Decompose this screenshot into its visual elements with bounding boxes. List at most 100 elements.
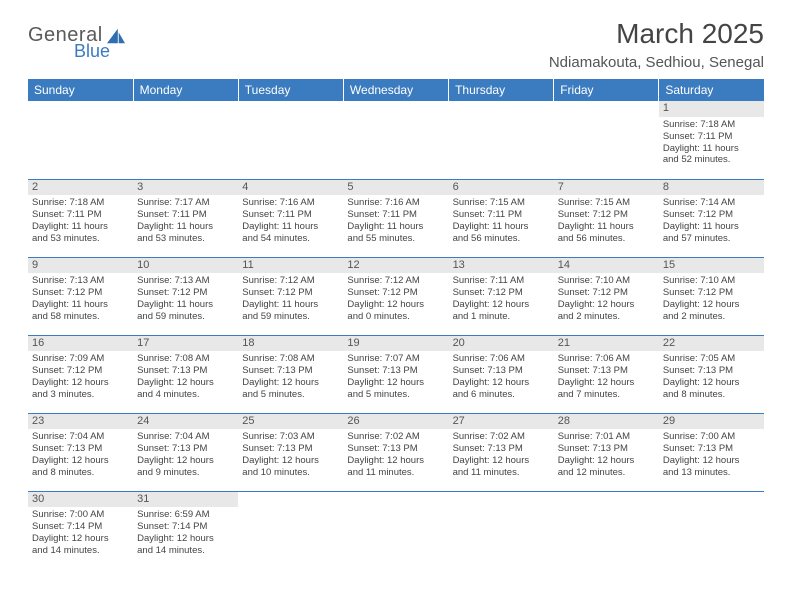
daylight-text: Daylight: 11 hours: [32, 221, 129, 233]
day-number: 23: [28, 414, 133, 430]
daylight-text: Daylight: 12 hours: [242, 455, 339, 467]
sunset-text: Sunset: 7:12 PM: [242, 287, 339, 299]
sunset-text: Sunset: 7:12 PM: [32, 287, 129, 299]
day-number: 16: [28, 336, 133, 352]
daylight-text: Daylight: 11 hours: [453, 221, 550, 233]
sunrise-text: Sunrise: 7:10 AM: [663, 275, 760, 287]
calendar-body: 1Sunrise: 7:18 AMSunset: 7:11 PMDaylight…: [28, 101, 764, 569]
sunset-text: Sunset: 7:14 PM: [137, 521, 234, 533]
sunset-text: Sunset: 7:12 PM: [32, 365, 129, 377]
daylight-text: and 14 minutes.: [137, 545, 234, 557]
daylight-text: Daylight: 12 hours: [347, 377, 444, 389]
sunset-text: Sunset: 7:12 PM: [663, 287, 760, 299]
sunset-text: Sunset: 7:13 PM: [137, 365, 234, 377]
sunrise-text: Sunrise: 7:16 AM: [242, 197, 339, 209]
daylight-text: and 11 minutes.: [453, 467, 550, 479]
sunset-text: Sunset: 7:14 PM: [32, 521, 129, 533]
sunrise-text: Sunrise: 7:02 AM: [347, 431, 444, 443]
calendar-cell: 16Sunrise: 7:09 AMSunset: 7:12 PMDayligh…: [28, 335, 133, 413]
sunset-text: Sunset: 7:13 PM: [137, 443, 234, 455]
calendar-cell: [449, 101, 554, 179]
day-number: 29: [659, 414, 764, 430]
daylight-text: Daylight: 11 hours: [663, 221, 760, 233]
calendar-cell: 29Sunrise: 7:00 AMSunset: 7:13 PMDayligh…: [659, 413, 764, 491]
sunset-text: Sunset: 7:13 PM: [242, 365, 339, 377]
daylight-text: Daylight: 12 hours: [137, 377, 234, 389]
calendar-cell: [554, 101, 659, 179]
sunrise-text: Sunrise: 7:17 AM: [137, 197, 234, 209]
sunset-text: Sunset: 7:11 PM: [663, 131, 760, 143]
calendar-week-row: 9Sunrise: 7:13 AMSunset: 7:12 PMDaylight…: [28, 257, 764, 335]
sunset-text: Sunset: 7:13 PM: [32, 443, 129, 455]
day-number: 28: [554, 414, 659, 430]
calendar-cell: 26Sunrise: 7:02 AMSunset: 7:13 PMDayligh…: [343, 413, 448, 491]
daylight-text: Daylight: 12 hours: [663, 299, 760, 311]
calendar-cell: [449, 491, 554, 569]
calendar-cell: [343, 491, 448, 569]
sunset-text: Sunset: 7:11 PM: [32, 209, 129, 221]
sunset-text: Sunset: 7:13 PM: [558, 365, 655, 377]
calendar-cell: [554, 491, 659, 569]
daylight-text: Daylight: 11 hours: [137, 221, 234, 233]
daylight-text: Daylight: 12 hours: [137, 533, 234, 545]
daylight-text: and 7 minutes.: [558, 389, 655, 401]
calendar-cell: [659, 491, 764, 569]
day-number: 31: [133, 492, 238, 508]
calendar-week-row: 2Sunrise: 7:18 AMSunset: 7:11 PMDaylight…: [28, 179, 764, 257]
daylight-text: and 2 minutes.: [663, 311, 760, 323]
daylight-text: and 0 minutes.: [347, 311, 444, 323]
daylight-text: and 13 minutes.: [663, 467, 760, 479]
daylight-text: Daylight: 12 hours: [347, 299, 444, 311]
weekday-header: Wednesday: [343, 79, 448, 101]
daylight-text: and 58 minutes.: [32, 311, 129, 323]
calendar-cell: [133, 101, 238, 179]
sunrise-text: Sunrise: 7:10 AM: [558, 275, 655, 287]
daylight-text: and 4 minutes.: [137, 389, 234, 401]
daylight-text: and 5 minutes.: [242, 389, 339, 401]
day-number: 27: [449, 414, 554, 430]
day-number: 1: [659, 101, 764, 117]
day-number: 6: [449, 180, 554, 196]
sunrise-text: Sunrise: 7:12 AM: [242, 275, 339, 287]
day-number: 19: [343, 336, 448, 352]
calendar-cell: 27Sunrise: 7:02 AMSunset: 7:13 PMDayligh…: [449, 413, 554, 491]
calendar-cell: 18Sunrise: 7:08 AMSunset: 7:13 PMDayligh…: [238, 335, 343, 413]
sunrise-text: Sunrise: 7:18 AM: [663, 119, 760, 131]
header-row: General Blue March 2025 Ndiamakouta, Sed…: [28, 18, 764, 77]
day-number: 26: [343, 414, 448, 430]
sunrise-text: Sunrise: 7:18 AM: [32, 197, 129, 209]
calendar-cell: 20Sunrise: 7:06 AMSunset: 7:13 PMDayligh…: [449, 335, 554, 413]
calendar-page: General Blue March 2025 Ndiamakouta, Sed…: [0, 0, 792, 579]
logo-block: General Blue: [28, 18, 127, 62]
day-number: 15: [659, 258, 764, 274]
day-number: 10: [133, 258, 238, 274]
sunrise-text: Sunrise: 7:08 AM: [137, 353, 234, 365]
sunset-text: Sunset: 7:12 PM: [558, 287, 655, 299]
weekday-header: Sunday: [28, 79, 133, 101]
calendar-cell: 10Sunrise: 7:13 AMSunset: 7:12 PMDayligh…: [133, 257, 238, 335]
page-title: March 2025: [549, 18, 764, 50]
daylight-text: Daylight: 11 hours: [347, 221, 444, 233]
calendar-cell: 25Sunrise: 7:03 AMSunset: 7:13 PMDayligh…: [238, 413, 343, 491]
daylight-text: and 1 minute.: [453, 311, 550, 323]
sunrise-text: Sunrise: 7:04 AM: [32, 431, 129, 443]
daylight-text: and 52 minutes.: [663, 154, 760, 166]
weekday-header: Friday: [554, 79, 659, 101]
daylight-text: and 8 minutes.: [663, 389, 760, 401]
daylight-text: and 8 minutes.: [32, 467, 129, 479]
day-number: 7: [554, 180, 659, 196]
daylight-text: and 59 minutes.: [242, 311, 339, 323]
day-number: 20: [449, 336, 554, 352]
weekday-header-row: Sunday Monday Tuesday Wednesday Thursday…: [28, 79, 764, 101]
day-number: 2: [28, 180, 133, 196]
day-number: 18: [238, 336, 343, 352]
calendar-cell: 24Sunrise: 7:04 AMSunset: 7:13 PMDayligh…: [133, 413, 238, 491]
weekday-header: Monday: [133, 79, 238, 101]
calendar-cell: 14Sunrise: 7:10 AMSunset: 7:12 PMDayligh…: [554, 257, 659, 335]
daylight-text: Daylight: 11 hours: [242, 299, 339, 311]
sunrise-text: Sunrise: 7:05 AM: [663, 353, 760, 365]
calendar-cell: 19Sunrise: 7:07 AMSunset: 7:13 PMDayligh…: [343, 335, 448, 413]
sunrise-text: Sunrise: 7:12 AM: [347, 275, 444, 287]
daylight-text: and 59 minutes.: [137, 311, 234, 323]
calendar-cell: 12Sunrise: 7:12 AMSunset: 7:12 PMDayligh…: [343, 257, 448, 335]
